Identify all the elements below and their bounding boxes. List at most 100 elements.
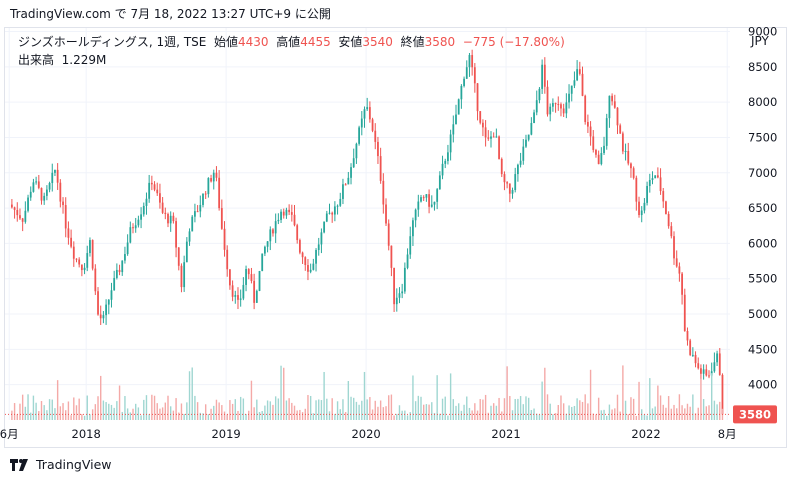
volume-bar [137, 407, 140, 420]
candle-body [371, 119, 374, 131]
volume-bar [436, 375, 438, 420]
volume-bar [323, 371, 325, 420]
volume-bar [646, 415, 648, 420]
candle-body [67, 228, 70, 238]
publish-caption: TradingView.com で 7月 18, 2022 13:27 UTC+… [10, 7, 331, 21]
candle-body [59, 182, 62, 202]
volume-bar [576, 398, 578, 420]
open-value: 4430 [238, 35, 269, 49]
volume-bar [226, 414, 228, 420]
volume-bar [713, 400, 716, 420]
candle-body [231, 285, 234, 297]
volume-bar [396, 413, 398, 420]
volume-bar [164, 402, 167, 420]
candle-body [430, 204, 433, 207]
volume-bar [283, 367, 285, 420]
volume-bar [218, 402, 220, 420]
volume-bar [19, 403, 21, 420]
volume-bar [643, 414, 646, 420]
volume-bar [689, 406, 691, 420]
volume-bar [651, 408, 654, 420]
volume-bar [309, 395, 312, 420]
volume-bar [27, 394, 29, 420]
volume-bar [501, 411, 503, 420]
volume-bar [522, 404, 524, 420]
y-tick-label: 8500 [748, 60, 777, 74]
last-price-tag [733, 405, 777, 424]
candle-body [29, 191, 32, 198]
candle-body [19, 215, 21, 219]
volume-bar [509, 395, 511, 420]
volume-bar [533, 408, 535, 420]
volume-bar [83, 415, 86, 420]
candle-body [463, 78, 465, 86]
volume-bar [439, 413, 441, 420]
volume-bar [272, 404, 274, 420]
candle-body [557, 104, 560, 106]
volume-bar [161, 407, 164, 420]
candle-body [624, 150, 627, 152]
candle-body [632, 168, 635, 178]
volume-bar [638, 381, 640, 420]
volume-bar [126, 408, 129, 420]
volume-bar [75, 405, 78, 420]
candle-body [702, 369, 705, 374]
volume-bar [371, 409, 374, 420]
volume-bar [199, 412, 201, 420]
volume-bar [223, 411, 226, 420]
candle-body [269, 229, 272, 242]
candle-body [667, 213, 670, 227]
volume-bar [414, 401, 417, 420]
candle-body [484, 127, 487, 138]
volume-bar [132, 408, 134, 420]
volume-bar [616, 394, 619, 420]
volume-bar [673, 404, 675, 420]
volume-bar [538, 414, 541, 420]
volume-bar [476, 410, 479, 420]
volume-bar [409, 412, 411, 420]
tradingview-footer[interactable]: TradingView [10, 457, 112, 472]
volume-bar [148, 414, 150, 420]
volume-bar [441, 398, 444, 420]
candle-body [342, 184, 344, 199]
candle-body [656, 175, 659, 178]
currency-label: JPY [751, 34, 769, 48]
candle-body [253, 280, 256, 303]
volume-bar [291, 402, 293, 420]
volume-bar [210, 408, 212, 420]
candle-body [237, 295, 239, 300]
candle-body [662, 191, 665, 202]
candle-body [565, 102, 568, 114]
volume-bar [299, 409, 301, 420]
volume-bar [13, 403, 16, 420]
volume-bar [603, 409, 605, 420]
volume-bar [140, 415, 142, 420]
candle-body [134, 225, 137, 229]
volume-bar [471, 410, 473, 420]
volume-bar [46, 410, 48, 420]
volume-bar [353, 397, 355, 420]
volume-bar [248, 410, 250, 420]
open-label: 始値 [213, 35, 238, 49]
close-value: 3580 [424, 35, 456, 49]
candle-body [115, 269, 118, 278]
candle-body [455, 114, 457, 125]
candle-body [261, 253, 264, 272]
candle-body [681, 273, 683, 295]
candle-body [83, 267, 86, 271]
y-tick-label: 9000 [748, 25, 777, 39]
volume-bar [562, 403, 565, 420]
volume-bar [498, 397, 500, 420]
volume-bar [167, 395, 169, 420]
volume-bar [431, 402, 433, 420]
candle-body [675, 258, 678, 267]
candle-body [551, 103, 554, 107]
volume-bar [234, 399, 236, 420]
volume-bar [264, 405, 266, 420]
candle-body [568, 93, 570, 103]
volume-bar [369, 397, 371, 420]
candle-body [549, 106, 552, 115]
candle-body [578, 69, 581, 74]
volume-bar [110, 404, 113, 420]
